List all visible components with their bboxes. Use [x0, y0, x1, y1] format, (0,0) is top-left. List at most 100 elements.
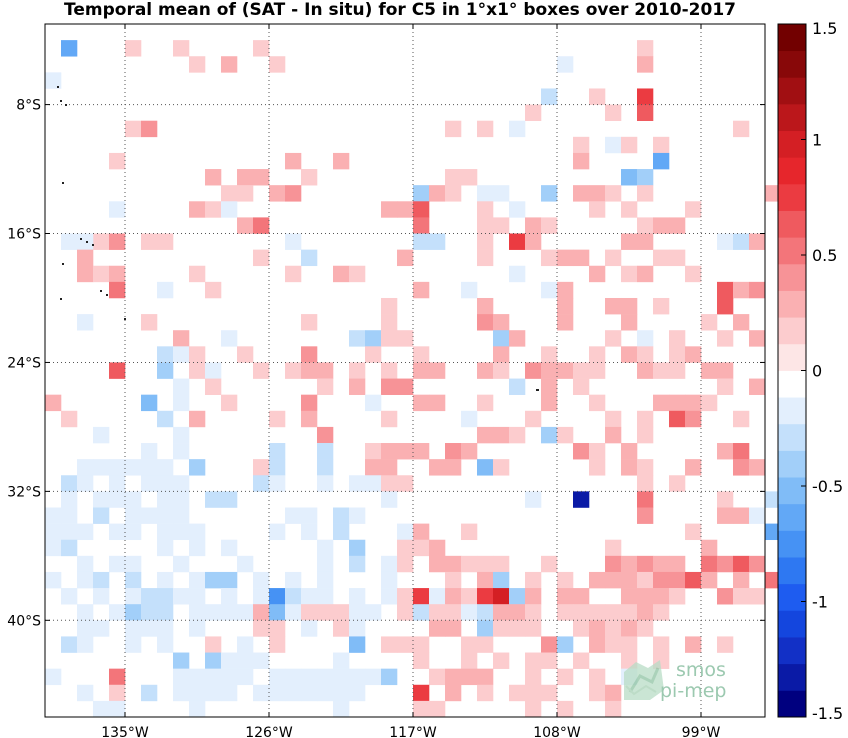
heatmap-cell — [541, 652, 558, 669]
heatmap-cell — [237, 668, 254, 686]
heatmap-cell — [573, 152, 590, 170]
heatmap-cell — [93, 588, 110, 605]
heatmap-cell — [589, 668, 606, 686]
heatmap-cell — [461, 636, 478, 653]
heatmap-cell — [637, 588, 654, 605]
heatmap-cell — [381, 491, 398, 508]
heatmap-cell — [173, 330, 190, 347]
heatmap-cell — [253, 620, 270, 637]
heatmap-cell — [125, 555, 142, 573]
heatmap-cell — [141, 684, 158, 702]
heatmap-cell — [253, 652, 270, 669]
heatmap-cell — [349, 684, 366, 702]
heatmap-cell — [349, 668, 366, 686]
heatmap-cell — [429, 668, 446, 686]
heatmap-cell — [541, 281, 558, 299]
heatmap-cell — [189, 201, 206, 218]
heatmap-cell — [317, 604, 334, 621]
heatmap-cell — [589, 88, 606, 105]
heatmap-cell — [285, 684, 302, 702]
heatmap-cell — [189, 620, 206, 637]
heatmap-cell — [669, 555, 686, 573]
heatmap-cell — [301, 169, 318, 186]
heatmap-cell — [637, 330, 654, 347]
heatmap-cell — [125, 40, 142, 57]
heatmap-cell — [621, 588, 638, 605]
plot-frame — [44, 23, 766, 718]
heatmap-cell — [749, 507, 766, 524]
heatmap-cell — [509, 378, 526, 395]
heatmap-cell — [317, 684, 334, 702]
heatmap-cell — [653, 571, 670, 589]
heatmap-cell — [77, 314, 94, 331]
heatmap-cell — [317, 378, 334, 395]
heatmap-cell — [653, 152, 670, 170]
heatmap-cell — [589, 459, 606, 476]
heatmap-cell — [605, 249, 622, 267]
heatmap-cell — [221, 201, 238, 218]
heatmap-cell — [589, 265, 606, 283]
y-axis-ticks: 8°S 16°S 24°S 32°S 40°S — [7, 98, 765, 629]
heatmap-cell — [141, 475, 158, 492]
heatmap-cell — [605, 700, 622, 718]
heatmap-cell — [525, 104, 542, 121]
heatmap-cell — [621, 555, 638, 573]
heatmap-cell — [413, 523, 430, 541]
colorbar-swatch — [778, 210, 806, 238]
heatmap-cell — [605, 410, 622, 428]
heatmap-cell — [589, 185, 606, 202]
x-tick-label: 99°W — [682, 725, 721, 738]
heatmap-cell — [605, 185, 622, 202]
heatmap-cell — [557, 588, 574, 605]
heatmap-cell — [365, 475, 382, 492]
heatmap-cell — [205, 378, 222, 395]
heatmap-cell — [493, 555, 510, 573]
heatmap-cell — [589, 604, 606, 621]
heatmap-cell — [461, 169, 478, 186]
y-tick-label: 40°S — [7, 613, 41, 629]
heatmap-cell — [301, 588, 318, 605]
colorbar-swatch — [778, 423, 806, 451]
colorbar-swatch — [778, 663, 806, 691]
heatmap-cell — [653, 394, 670, 412]
heatmap-cell — [189, 588, 206, 605]
heatmap-cell — [733, 120, 750, 138]
heatmap-cell — [509, 604, 526, 621]
heatmap-cell — [141, 507, 158, 524]
heatmap-cell — [397, 604, 414, 621]
heatmap-cell — [733, 571, 750, 589]
colorbar-tick-label: -1.5 — [812, 704, 843, 723]
heatmap-cell — [381, 459, 398, 476]
heatmap-cell — [621, 459, 638, 476]
heatmap-cell — [701, 362, 718, 379]
x-tick-label: 108°W — [533, 725, 581, 738]
heatmap-cell — [589, 571, 606, 589]
heatmap-cell — [333, 700, 350, 718]
heatmap-cell — [205, 668, 222, 686]
heatmap-cell — [461, 523, 478, 541]
heatmap-cell — [317, 443, 334, 460]
heatmap-cell — [301, 523, 318, 541]
heatmap-cell — [253, 459, 270, 476]
heatmap-cell — [61, 410, 78, 428]
heatmap-cell — [157, 410, 174, 428]
heatmap-cell — [349, 362, 366, 379]
heatmap-cell — [701, 394, 718, 412]
heatmap-cell — [493, 459, 510, 476]
heatmap-cell — [253, 684, 270, 702]
heatmap-cell — [621, 265, 638, 283]
colorbar-swatch — [778, 503, 806, 531]
heatmap-cell — [205, 571, 222, 589]
heatmap-cell — [733, 507, 750, 524]
heatmap-cell — [141, 588, 158, 605]
heatmap-cell — [573, 185, 590, 202]
heatmap-cell — [461, 555, 478, 573]
heatmap-cell — [541, 88, 558, 105]
heatmap-cell — [717, 636, 734, 653]
heatmap-cell — [125, 459, 142, 476]
heatmap-cell — [605, 684, 622, 702]
heatmap-cell — [269, 684, 286, 702]
heatmap-cell — [509, 426, 526, 444]
colorbar-swatch — [778, 317, 806, 345]
heatmap-cell — [429, 459, 446, 476]
